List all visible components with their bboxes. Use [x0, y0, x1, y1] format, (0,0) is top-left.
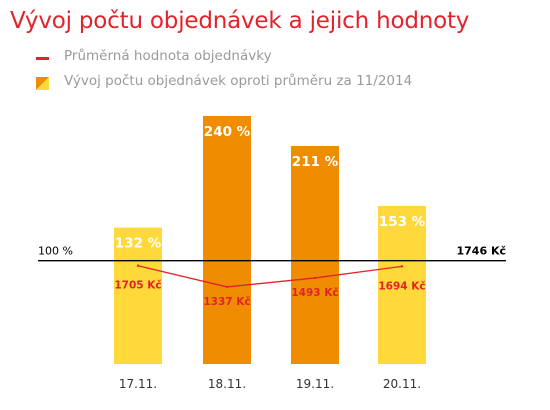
average-value-point [225, 285, 229, 289]
bar-value-label: 211 % [292, 154, 339, 170]
chart-title: Vývoj počtu objednávek a jejich hodnoty [10, 8, 470, 34]
x-tick-label: 17.11. [119, 377, 157, 391]
average-value-point [400, 265, 404, 268]
bar-1911 [291, 145, 339, 364]
bar-value-label: 132 % [115, 236, 162, 252]
bar-1711 [114, 227, 162, 364]
average-value-point [136, 264, 140, 267]
bar-value-label: 240 % [204, 124, 251, 140]
average-value-label: 1705 Kč [114, 280, 161, 292]
legend-bar-swatch [36, 77, 49, 90]
bar-1811 [203, 116, 251, 364]
x-tick-label: 19.11. [296, 377, 334, 391]
average-value-label: 1337 Kč [203, 296, 250, 308]
average-value-label: 1694 Kč [378, 280, 425, 292]
x-tick-label: 20.11. [383, 377, 421, 391]
bar-2011 [378, 205, 426, 364]
legend-label: Průměrná hodnota objednávky [64, 48, 272, 64]
reference-label-right: 1746 Kč [457, 245, 507, 258]
average-value-line [137, 265, 403, 288]
bar-value-label: 153 % [379, 214, 426, 230]
x-tick-label: 18.11. [208, 377, 246, 391]
average-value-point [313, 276, 317, 280]
legend-label: Vývoj počtu objednávek oproti průměru za… [64, 73, 413, 89]
reference-label-left: 100 % [38, 245, 73, 258]
average-value-label: 1493 Kč [291, 287, 338, 299]
legend-line-swatch [36, 57, 49, 60]
